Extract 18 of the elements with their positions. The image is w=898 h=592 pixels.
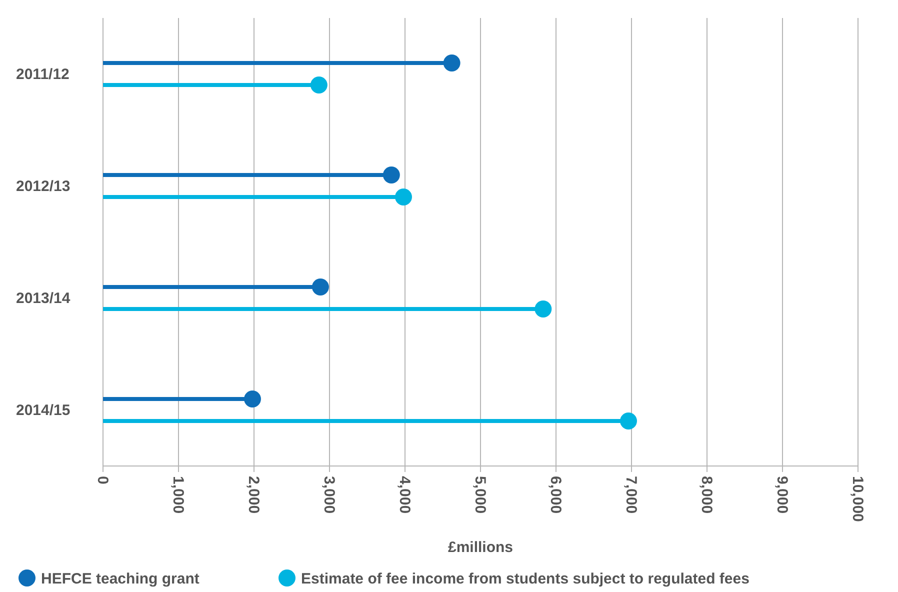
x-tick-label: 9,000 — [773, 476, 790, 514]
x-tick-label: 4,000 — [396, 476, 413, 514]
x-axis-title: £millions — [448, 539, 514, 556]
x-tick-label: 10,000 — [848, 476, 866, 522]
x-tick-label: 8,000 — [698, 476, 715, 514]
y-tick-label: 2014/15 — [16, 402, 70, 419]
x-tick-label: 5,000 — [471, 476, 488, 514]
x-tick-label: 6,000 — [546, 476, 564, 514]
x-tick-label: 3,000 — [320, 476, 338, 514]
x-tick-label: 0 — [94, 476, 111, 484]
legend-label: Estimate of fee income from students subject to regulated fees — [301, 570, 750, 588]
x-tick-label: 2,000 — [244, 476, 262, 514]
x-tick-label: 1,000 — [169, 476, 186, 514]
legend-label: HEFCE teaching grant — [41, 570, 200, 588]
x-tick-label: 7,000 — [622, 476, 640, 514]
y-tick-label: 2012/13 — [16, 178, 70, 195]
y-tick-label: 2011/12 — [16, 66, 70, 83]
y-tick-label: 2013/14 — [16, 290, 71, 307]
